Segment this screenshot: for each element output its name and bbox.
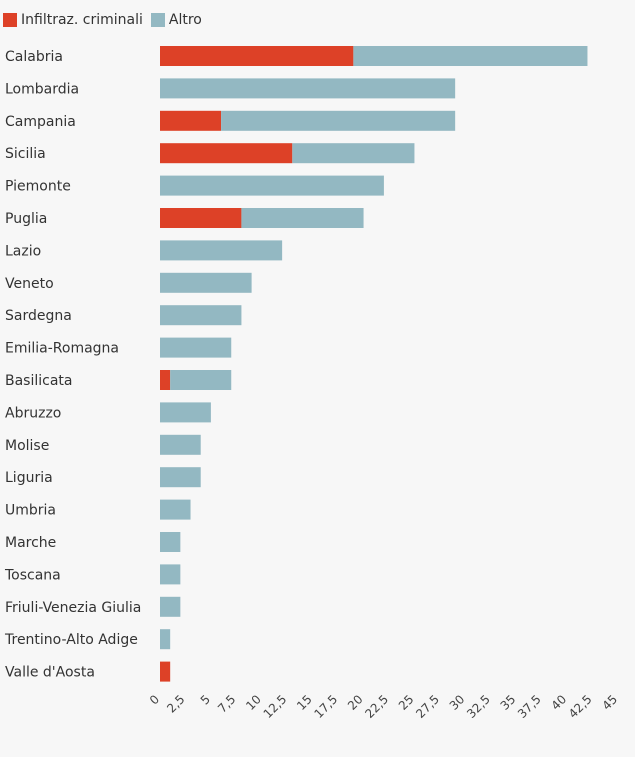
bar-molise-altro[interactable] [160, 434, 201, 455]
bar-sardegna-altro[interactable] [160, 305, 242, 326]
bar-campania-infiltrazioni[interactable] [160, 110, 222, 131]
bar-piemonte-altro[interactable] [160, 175, 384, 196]
bar-umbria-altro[interactable] [160, 499, 191, 520]
bar-campania-altro[interactable] [221, 110, 456, 131]
legend-item-altro[interactable]: Altro [150, 12, 202, 28]
bar-trentino-alto-adige-altro[interactable] [160, 629, 171, 650]
category-label-marche: Marche [5, 535, 56, 551]
bar-toscana-altro[interactable] [160, 564, 181, 585]
bar-abruzzo-altro[interactable] [160, 402, 211, 423]
bar-marche-altro[interactable] [160, 532, 181, 552]
category-label-emilia-romagna: Emilia-Romagna [5, 341, 119, 357]
bar-lazio-altro[interactable] [160, 240, 283, 261]
x-tick-label: 27,5 [413, 692, 442, 721]
bar-veneto-altro[interactable] [160, 272, 252, 293]
legend-item-infiltrazioni[interactable]: Infiltraz. criminali [3, 12, 143, 28]
x-tick-label: 7,5 [215, 692, 238, 715]
x-tick-label: 17,5 [311, 692, 340, 721]
legend-label-infiltrazioni: Infiltraz. criminali [21, 12, 143, 28]
legend-swatch-altro [150, 13, 165, 27]
category-label-basilicata: Basilicata [5, 373, 73, 389]
category-label-lombardia: Lombardia [5, 81, 79, 97]
category-label-liguria: Liguria [5, 470, 53, 486]
legend: Infiltraz. criminali Altro [3, 12, 210, 28]
x-tick-label: 2,5 [164, 692, 187, 715]
category-label-abruzzo: Abruzzo [5, 405, 61, 421]
x-tick-label: 5 [198, 692, 213, 707]
bar-basilicata-altro[interactable] [170, 370, 232, 390]
legend-swatch-infiltrazioni [3, 13, 17, 27]
x-tick-label: 12,5 [261, 692, 290, 721]
bar-calabria-altro[interactable] [353, 46, 588, 66]
category-label-veneto: Veneto [5, 276, 54, 292]
legend-label-altro: Altro [168, 12, 202, 28]
x-tick-label: 32,5 [464, 692, 493, 721]
bar-puglia-altro[interactable] [241, 208, 364, 228]
bar-emilia-romagna-altro[interactable] [160, 337, 232, 358]
bar-sicilia-altro[interactable] [292, 143, 415, 164]
bar-sicilia-infiltrazioni[interactable] [160, 143, 293, 164]
category-label-piemonte: Piemonte [5, 179, 71, 195]
category-label-valle-d-aosta: Valle d'Aosta [5, 665, 95, 681]
x-tick-label: 45 [599, 692, 620, 713]
category-label-puglia: Puglia [5, 211, 47, 227]
bar-puglia-infiltrazioni[interactable] [160, 208, 242, 228]
bar-friuli-venezia-giulia-altro[interactable] [160, 596, 181, 617]
category-label-toscana: Toscana [4, 567, 61, 583]
category-label-campania: Campania [5, 114, 76, 130]
bar-calabria-infiltrazioni[interactable] [160, 46, 354, 66]
x-tick-label: 0 [147, 692, 162, 707]
category-label-trentino-alto-adige: Trentino-Alto Adige [4, 632, 138, 648]
bar-liguria-altro[interactable] [160, 467, 201, 488]
x-tick-label: 22,5 [362, 692, 391, 721]
category-label-lazio: Lazio [5, 243, 41, 259]
category-label-molise: Molise [5, 438, 49, 454]
category-label-sicilia: Sicilia [5, 146, 46, 162]
bar-lombardia-altro[interactable] [160, 78, 456, 99]
category-label-sardegna: Sardegna [5, 308, 72, 324]
category-label-umbria: Umbria [5, 503, 56, 519]
bar-valle-d-aosta-infiltrazioni[interactable] [160, 661, 171, 682]
x-tick-label: 42,5 [566, 692, 595, 721]
bar-basilicata-infiltrazioni[interactable] [160, 370, 171, 390]
category-label-calabria: Calabria [5, 49, 63, 65]
x-tick-label: 37,5 [515, 692, 544, 721]
category-label-friuli-venezia-giulia: Friuli-Venezia Giulia [5, 600, 141, 616]
